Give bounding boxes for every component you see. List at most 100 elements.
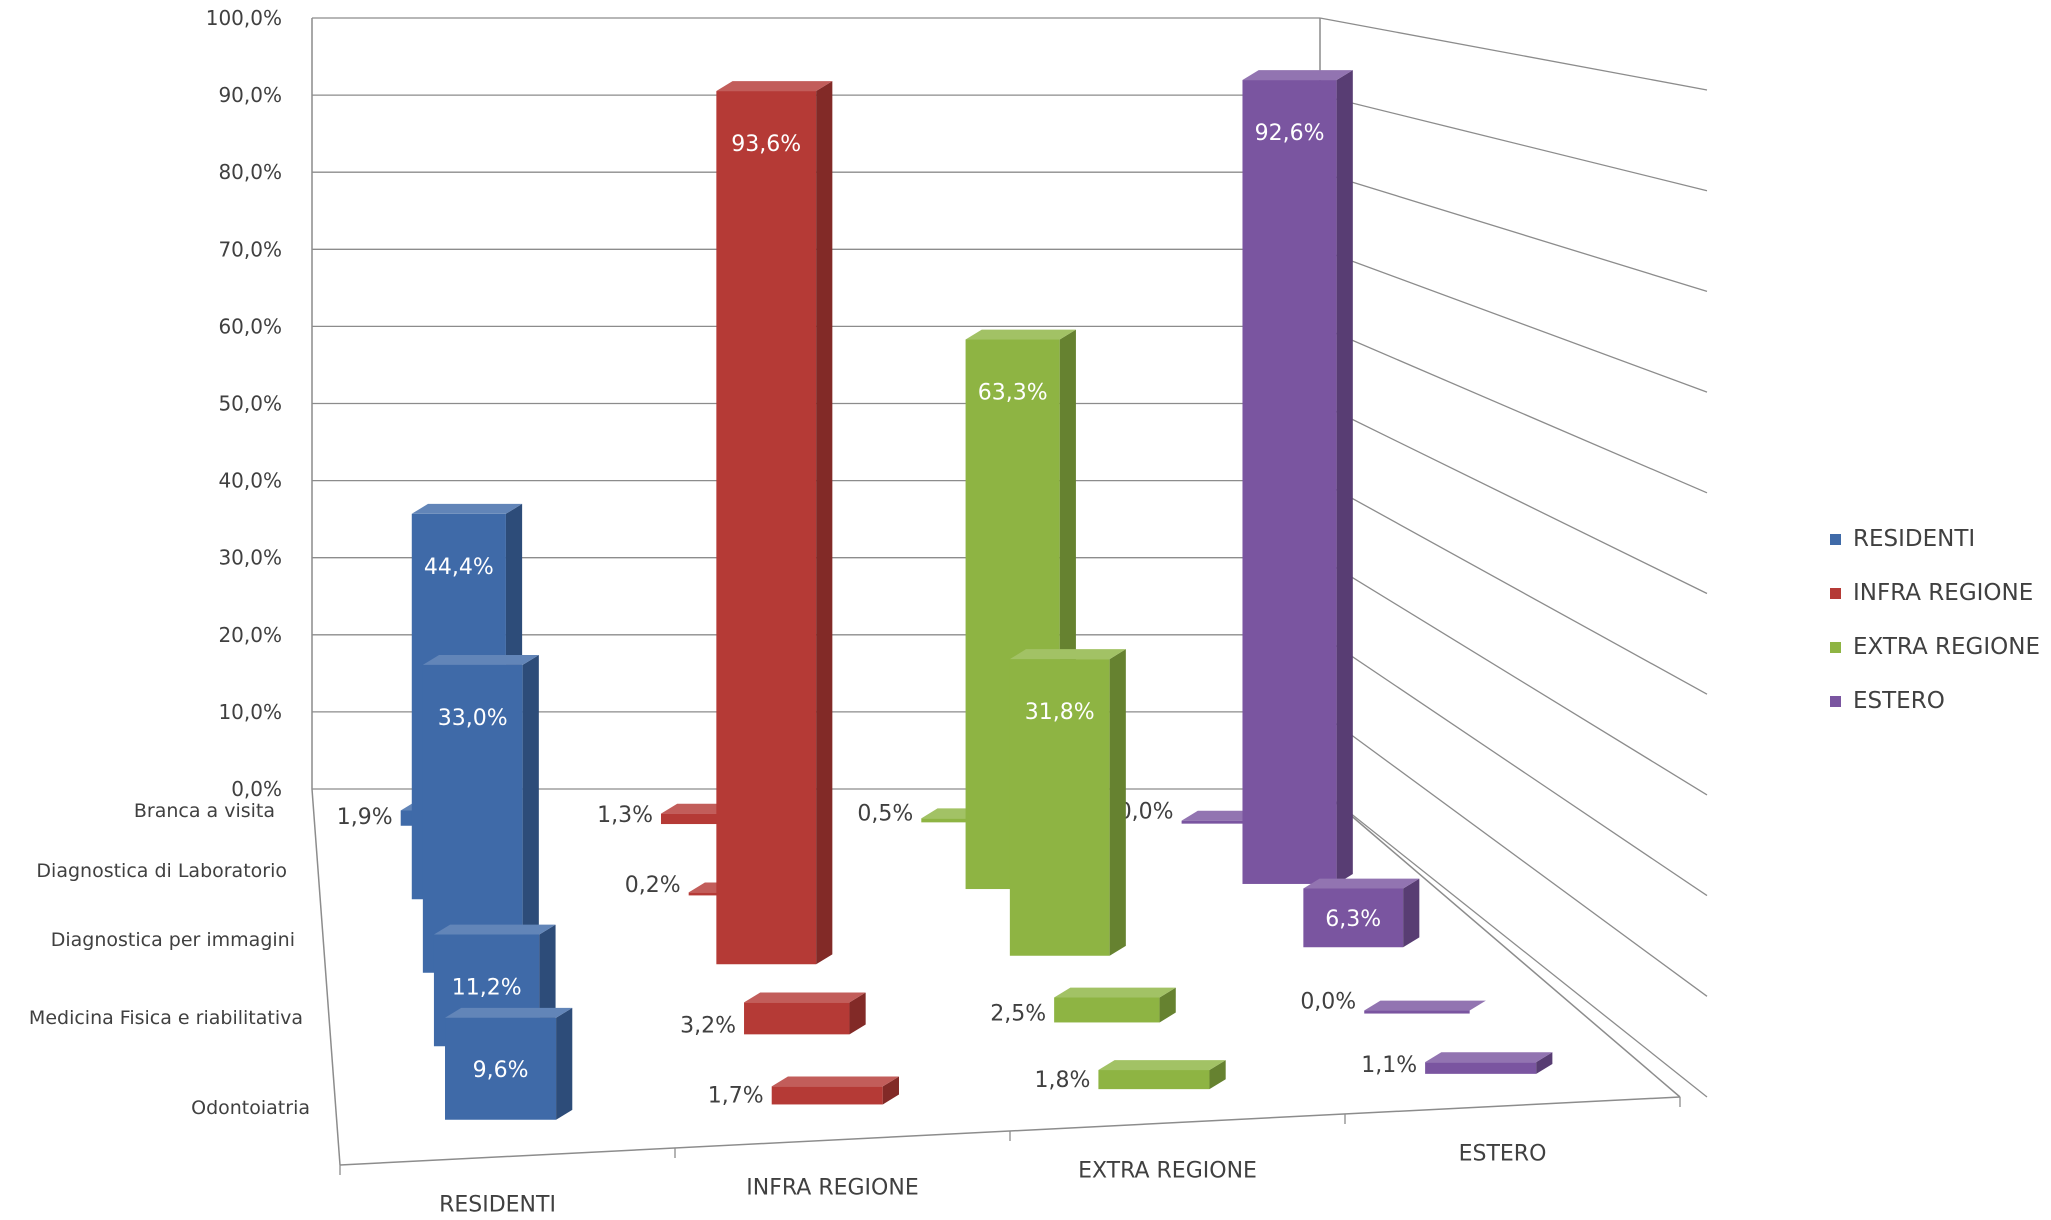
bar: 93,6% [716, 81, 833, 965]
gridline [1319, 634, 1708, 897]
bar-side-face [1336, 70, 1353, 884]
bar-side-face [816, 81, 833, 965]
bar-front-face [771, 1086, 883, 1105]
bar-front-face [445, 1017, 557, 1120]
bar-top-face [965, 329, 1076, 340]
bar-front-face [660, 813, 750, 825]
gridline [1319, 402, 1708, 595]
gridline [1319, 788, 1708, 1098]
bar-top-face [1054, 987, 1176, 998]
bar-front-face [1364, 1010, 1470, 1014]
depth-tick-label: Diagnostica di Laboratorio [36, 860, 287, 882]
gridline [1319, 557, 1708, 796]
legend-swatch [1830, 642, 1841, 653]
floor-right-edge [1319, 788, 1681, 1098]
y-tick-label: 40,0% [218, 469, 282, 493]
legend-label: EXTRA REGIONE [1853, 634, 2040, 660]
bar: 6,3% [1303, 878, 1420, 948]
bar-side-face [849, 992, 866, 1035]
bar-top-face [1098, 1060, 1226, 1071]
bars: 1,9% 1,3% 0,5% 0,0% 44,4% 0,2% 63,3% 92,6% 33,0%… [337, 70, 1553, 1120]
data-label: 92,6% [1255, 121, 1325, 146]
bar-side-face [1536, 1052, 1553, 1074]
y-axis: 0,0% 10,0% 20,0% 30,0% 40,0% 50,0% 60,0% 70,0% 8… [206, 6, 282, 801]
y-tick-label: 0,0% [231, 777, 282, 801]
bar-top-face [1009, 649, 1126, 660]
bar-side-face [522, 654, 539, 973]
bar-side-face [1109, 649, 1126, 956]
bar-side-face [882, 1076, 899, 1105]
bar: 2,5% [990, 987, 1176, 1026]
gridline [1319, 248, 1708, 393]
bar: 9,6% [445, 1007, 573, 1120]
bar-top-face [716, 81, 833, 92]
bar-front-face [1425, 1062, 1537, 1074]
bar-side-face [1469, 1000, 1486, 1011]
depth-tick-label: Medicina Fisica e riabilitativa [29, 1007, 303, 1029]
bar: 1,7% [708, 1076, 899, 1108]
x-tick-label: INFRA REGIONE [746, 1176, 918, 1201]
bar-front-face [1054, 997, 1160, 1023]
bar-front-face [422, 664, 523, 973]
y-tick-label: 50,0% [218, 392, 282, 416]
legend-swatch [1830, 696, 1841, 707]
bar-top-face [1425, 1052, 1553, 1063]
depth-tick-label: Diagnostica per immagini [51, 929, 295, 951]
data-label: 9,6% [473, 1058, 529, 1083]
data-label: 0,2% [625, 873, 681, 898]
data-label: 1,1% [1361, 1053, 1417, 1078]
depth-tick-label: Odontoiatria [191, 1097, 310, 1119]
legend-swatch [1830, 588, 1841, 599]
y-tick-label: 70,0% [218, 237, 282, 261]
bar-front-face [921, 818, 1010, 823]
bar: 92,6% [1242, 70, 1353, 884]
data-label: 3,2% [680, 1013, 736, 1038]
bar-side-face [1209, 1060, 1226, 1090]
y-tick-label: 20,0% [218, 623, 282, 647]
data-label: 1,8% [1035, 1068, 1091, 1093]
bar-top-face [744, 992, 866, 1003]
bar-front-face [1181, 820, 1271, 824]
bar-front-face [716, 91, 817, 965]
data-label: 11,2% [452, 976, 522, 1001]
x-tick-label: EXTRA REGIONE [1078, 1159, 1257, 1184]
gridline [1319, 711, 1708, 997]
bar: 1,8% [1035, 1060, 1226, 1093]
bar: 0,0% [1300, 990, 1486, 1015]
data-label: 1,7% [708, 1083, 764, 1108]
bar-top-face [433, 924, 556, 935]
floor-left-edge [311, 788, 341, 1166]
bar-front-face [1009, 659, 1110, 956]
data-label: 33,0% [438, 706, 508, 731]
y-tick-label: 100,0% [206, 6, 282, 30]
gridline [1319, 17, 1708, 91]
bar-top-face [445, 1007, 573, 1018]
bar-top-face [1303, 878, 1420, 889]
bar: 31,8% [1009, 649, 1126, 956]
gridline [1319, 171, 1708, 293]
data-label: 63,3% [978, 381, 1048, 406]
x-axis: RESIDENTI INFRA REGIONE EXTRA REGIONE ESTER… [439, 1142, 1546, 1218]
x-tick-label: RESIDENTI [439, 1193, 556, 1218]
bar-front-face [1098, 1070, 1210, 1090]
y-tick-label: 90,0% [218, 83, 282, 107]
bar: 1,1% [1361, 1052, 1553, 1078]
bar-front-face [744, 1002, 850, 1035]
gridline [1319, 325, 1708, 494]
data-label: 1,9% [337, 805, 393, 830]
data-label: 93,6% [731, 132, 801, 157]
bar: 33,0% [422, 654, 539, 973]
bar-side-face [1403, 878, 1420, 948]
y-tick-label: 60,0% [218, 314, 282, 338]
depth-axis: Branca a visita Diagnostica di Laboratori… [29, 800, 310, 1119]
gridline [1319, 480, 1708, 695]
legend-label: RESIDENTI [1853, 526, 1975, 552]
bar-top-face [1364, 1000, 1486, 1011]
bar-top-face [771, 1076, 899, 1087]
legend-label: INFRA REGIONE [1853, 580, 2033, 606]
y-tick-label: 80,0% [218, 160, 282, 184]
bar-front-face [1303, 888, 1404, 948]
bar-side-face [556, 1007, 573, 1120]
depth-tick-label: Branca a visita [134, 800, 275, 822]
